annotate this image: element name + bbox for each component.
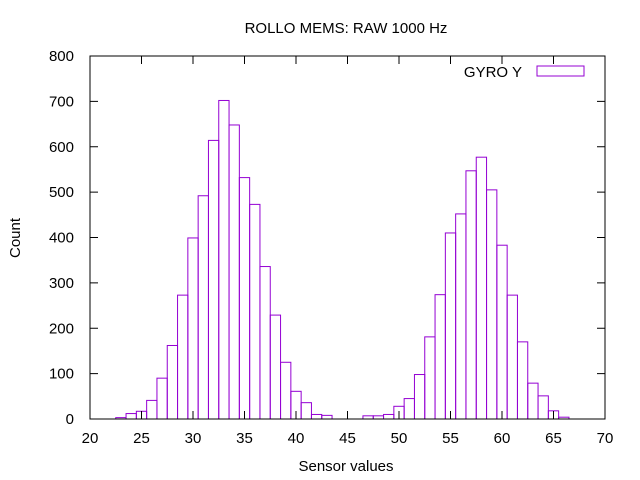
histogram-bar [218,99,230,420]
x-tick-label: 70 [597,430,614,447]
y-tick-label: 300 [49,275,74,292]
x-tick-label: 35 [236,430,253,447]
histogram-bar [383,413,395,420]
x-tick-label: 40 [288,430,305,447]
y-axis-label: Count [7,217,24,258]
histogram-bar [455,213,467,420]
histogram-bar [506,294,518,420]
y-tick-label: 400 [49,230,74,247]
histogram-bar [269,314,282,420]
histogram-bar [259,266,271,420]
y-tick-label: 0 [66,411,74,428]
y-tick-label: 700 [49,93,74,110]
legend: GYRO Y [464,64,585,81]
histogram-bar [125,413,137,420]
histogram-bar [280,361,292,420]
x-tick-label: 20 [82,430,99,447]
histogram-bar [310,413,323,420]
plot-frame [89,55,606,420]
histogram-bar [434,294,446,420]
legend-label: GYRO Y [464,64,522,81]
y-tick-label: 600 [49,139,74,156]
histogram-bar [486,189,498,420]
histogram-bar [238,177,251,420]
chart-title: ROLLO MEMS: RAW 1000 Hz [245,20,448,37]
histogram-bar [187,237,199,420]
legend-swatch [536,65,585,77]
histogram-bar [413,374,426,420]
histogram-bar [516,341,529,420]
histogram-bar [403,398,415,420]
x-tick-label: 55 [442,430,459,447]
histogram-bar [156,377,168,420]
histogram-bar [207,139,220,420]
histogram-bar [321,414,333,420]
axis-tick-labels: 0 100 200 300 400 500 600 700 800 20 25 30 35 40 45 50 5… [49,48,613,447]
x-tick-label: 45 [339,430,356,447]
y-tick-label: 200 [49,320,74,337]
histogram-bar [197,195,209,420]
y-tick-label: 100 [49,366,74,383]
histogram-bars [115,99,570,420]
histogram-bar [475,156,488,420]
histogram-bar [146,399,158,420]
histogram-bar [300,402,312,420]
y-tick-label: 800 [49,48,74,65]
histogram-bar [496,244,508,420]
x-tick-label: 30 [185,430,202,447]
x-tick-label: 25 [133,430,150,447]
histogram-bar [537,395,549,420]
histogram-bar [177,294,189,420]
x-axis-label: Sensor values [298,458,393,475]
histogram-bar [465,170,477,420]
x-tick-label: 65 [545,430,562,447]
histogram-bar [444,232,457,420]
histogram-bar [424,336,436,420]
histogram-bar [228,124,240,420]
x-tick-label: 60 [494,430,511,447]
histogram-bar [249,203,261,420]
histogram-bar [527,382,539,420]
x-tick-label: 50 [391,430,408,447]
y-tick-label: 500 [49,184,74,201]
histogram-bar [166,344,179,420]
